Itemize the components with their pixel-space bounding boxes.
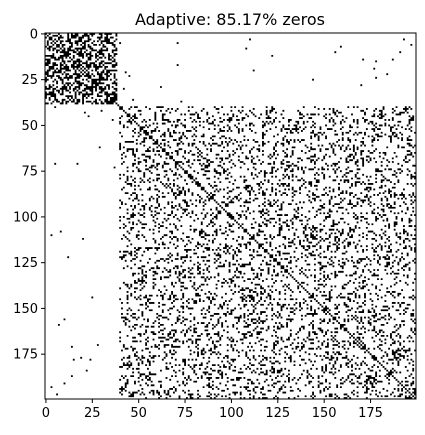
y-tick-label: 0: [30, 27, 38, 42]
y-tick-label: 175: [13, 348, 38, 363]
y-tick-label: 75: [21, 165, 38, 180]
x-tick-label: 125: [265, 406, 290, 421]
x-tick-label: 25: [84, 406, 101, 421]
x-axis: 0 25 50 75 100 125 150 175: [42, 399, 383, 421]
x-tick-label: 50: [130, 406, 147, 421]
x-tick-label: 75: [177, 406, 194, 421]
nonzero-cells: [45, 33, 416, 399]
y-tick-label: 50: [21, 119, 38, 134]
y-tick-label: 125: [13, 256, 38, 271]
y-tick-label: 25: [21, 73, 38, 88]
x-tick-label: 150: [312, 406, 337, 421]
x-tick-label: 100: [219, 406, 244, 421]
chart-title: Adaptive: 85.17% zeros: [135, 10, 325, 29]
sparsity-matrix: [45, 33, 416, 399]
x-tick-label: 0: [42, 406, 50, 421]
y-tick-label: 100: [13, 210, 38, 225]
x-tick-label: 175: [358, 406, 383, 421]
plot-frame: [44, 32, 417, 400]
y-tick-label: 150: [13, 302, 38, 317]
y-axis: 0 25 50 75 100 125 150 175: [13, 27, 45, 363]
